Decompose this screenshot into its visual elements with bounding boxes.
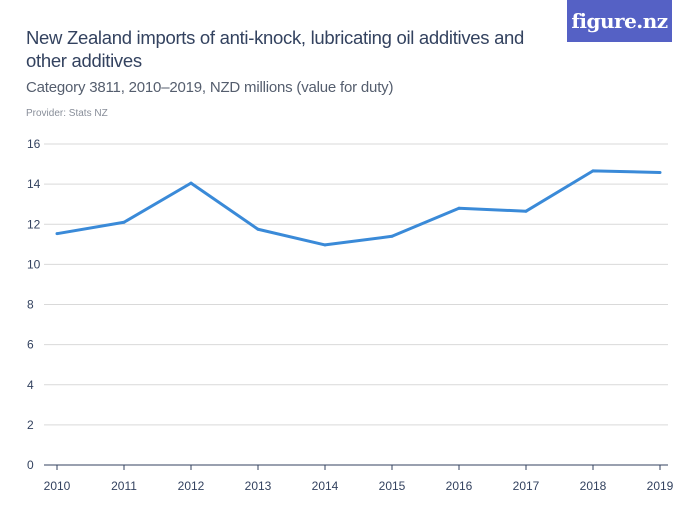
data-point	[256, 227, 260, 231]
data-point	[189, 181, 193, 185]
y-tick-label: 0	[27, 458, 34, 472]
data-point	[55, 232, 59, 236]
y-tick-label: 16	[27, 137, 41, 151]
x-tick-label: 2017	[513, 479, 540, 493]
figure-nz-logo[interactable]: figure.nz	[567, 0, 672, 42]
data-point	[524, 209, 528, 213]
x-tick-label: 2014	[312, 479, 339, 493]
x-tick-label: 2018	[580, 479, 607, 493]
data-point	[122, 220, 126, 224]
x-tick-label: 2011	[111, 479, 137, 493]
series-line	[56, 169, 661, 247]
y-tick-label: 14	[27, 177, 41, 191]
x-tick-label: 2010	[44, 479, 71, 493]
y-tick-label: 12	[27, 217, 41, 231]
chart-title: New Zealand imports of anti-knock, lubri…	[26, 27, 525, 71]
x-tick-label: 2015	[379, 479, 406, 493]
data-point	[457, 206, 461, 210]
data-point	[658, 170, 662, 174]
series-group	[55, 169, 662, 247]
data-point	[323, 243, 327, 247]
y-tick-label: 2	[27, 418, 34, 432]
y-tick-label: 6	[27, 338, 34, 352]
data-point	[591, 169, 595, 173]
y-axis-ticks: 0 2 4 6 8 10 12 14 16	[27, 137, 41, 472]
x-tick-label: 2019	[647, 479, 674, 493]
data-point	[390, 234, 394, 238]
x-tick-label: 2013	[245, 479, 272, 493]
y-tick-label: 8	[27, 298, 34, 312]
gridlines	[44, 143, 668, 466]
provider-label: Provider: Stats NZ	[26, 108, 108, 119]
y-tick-label: 4	[27, 378, 34, 392]
x-tick-label: 2016	[446, 479, 473, 493]
x-tick-label: 2012	[178, 479, 205, 493]
chart-subtitle: Category 3811, 2010–2019, NZD millions (…	[26, 79, 394, 96]
x-axis-ticks: 2010 2011 2012 2013 2014 2015 2016 2017 2018 2019	[44, 465, 674, 493]
y-tick-label: 10	[27, 257, 41, 271]
